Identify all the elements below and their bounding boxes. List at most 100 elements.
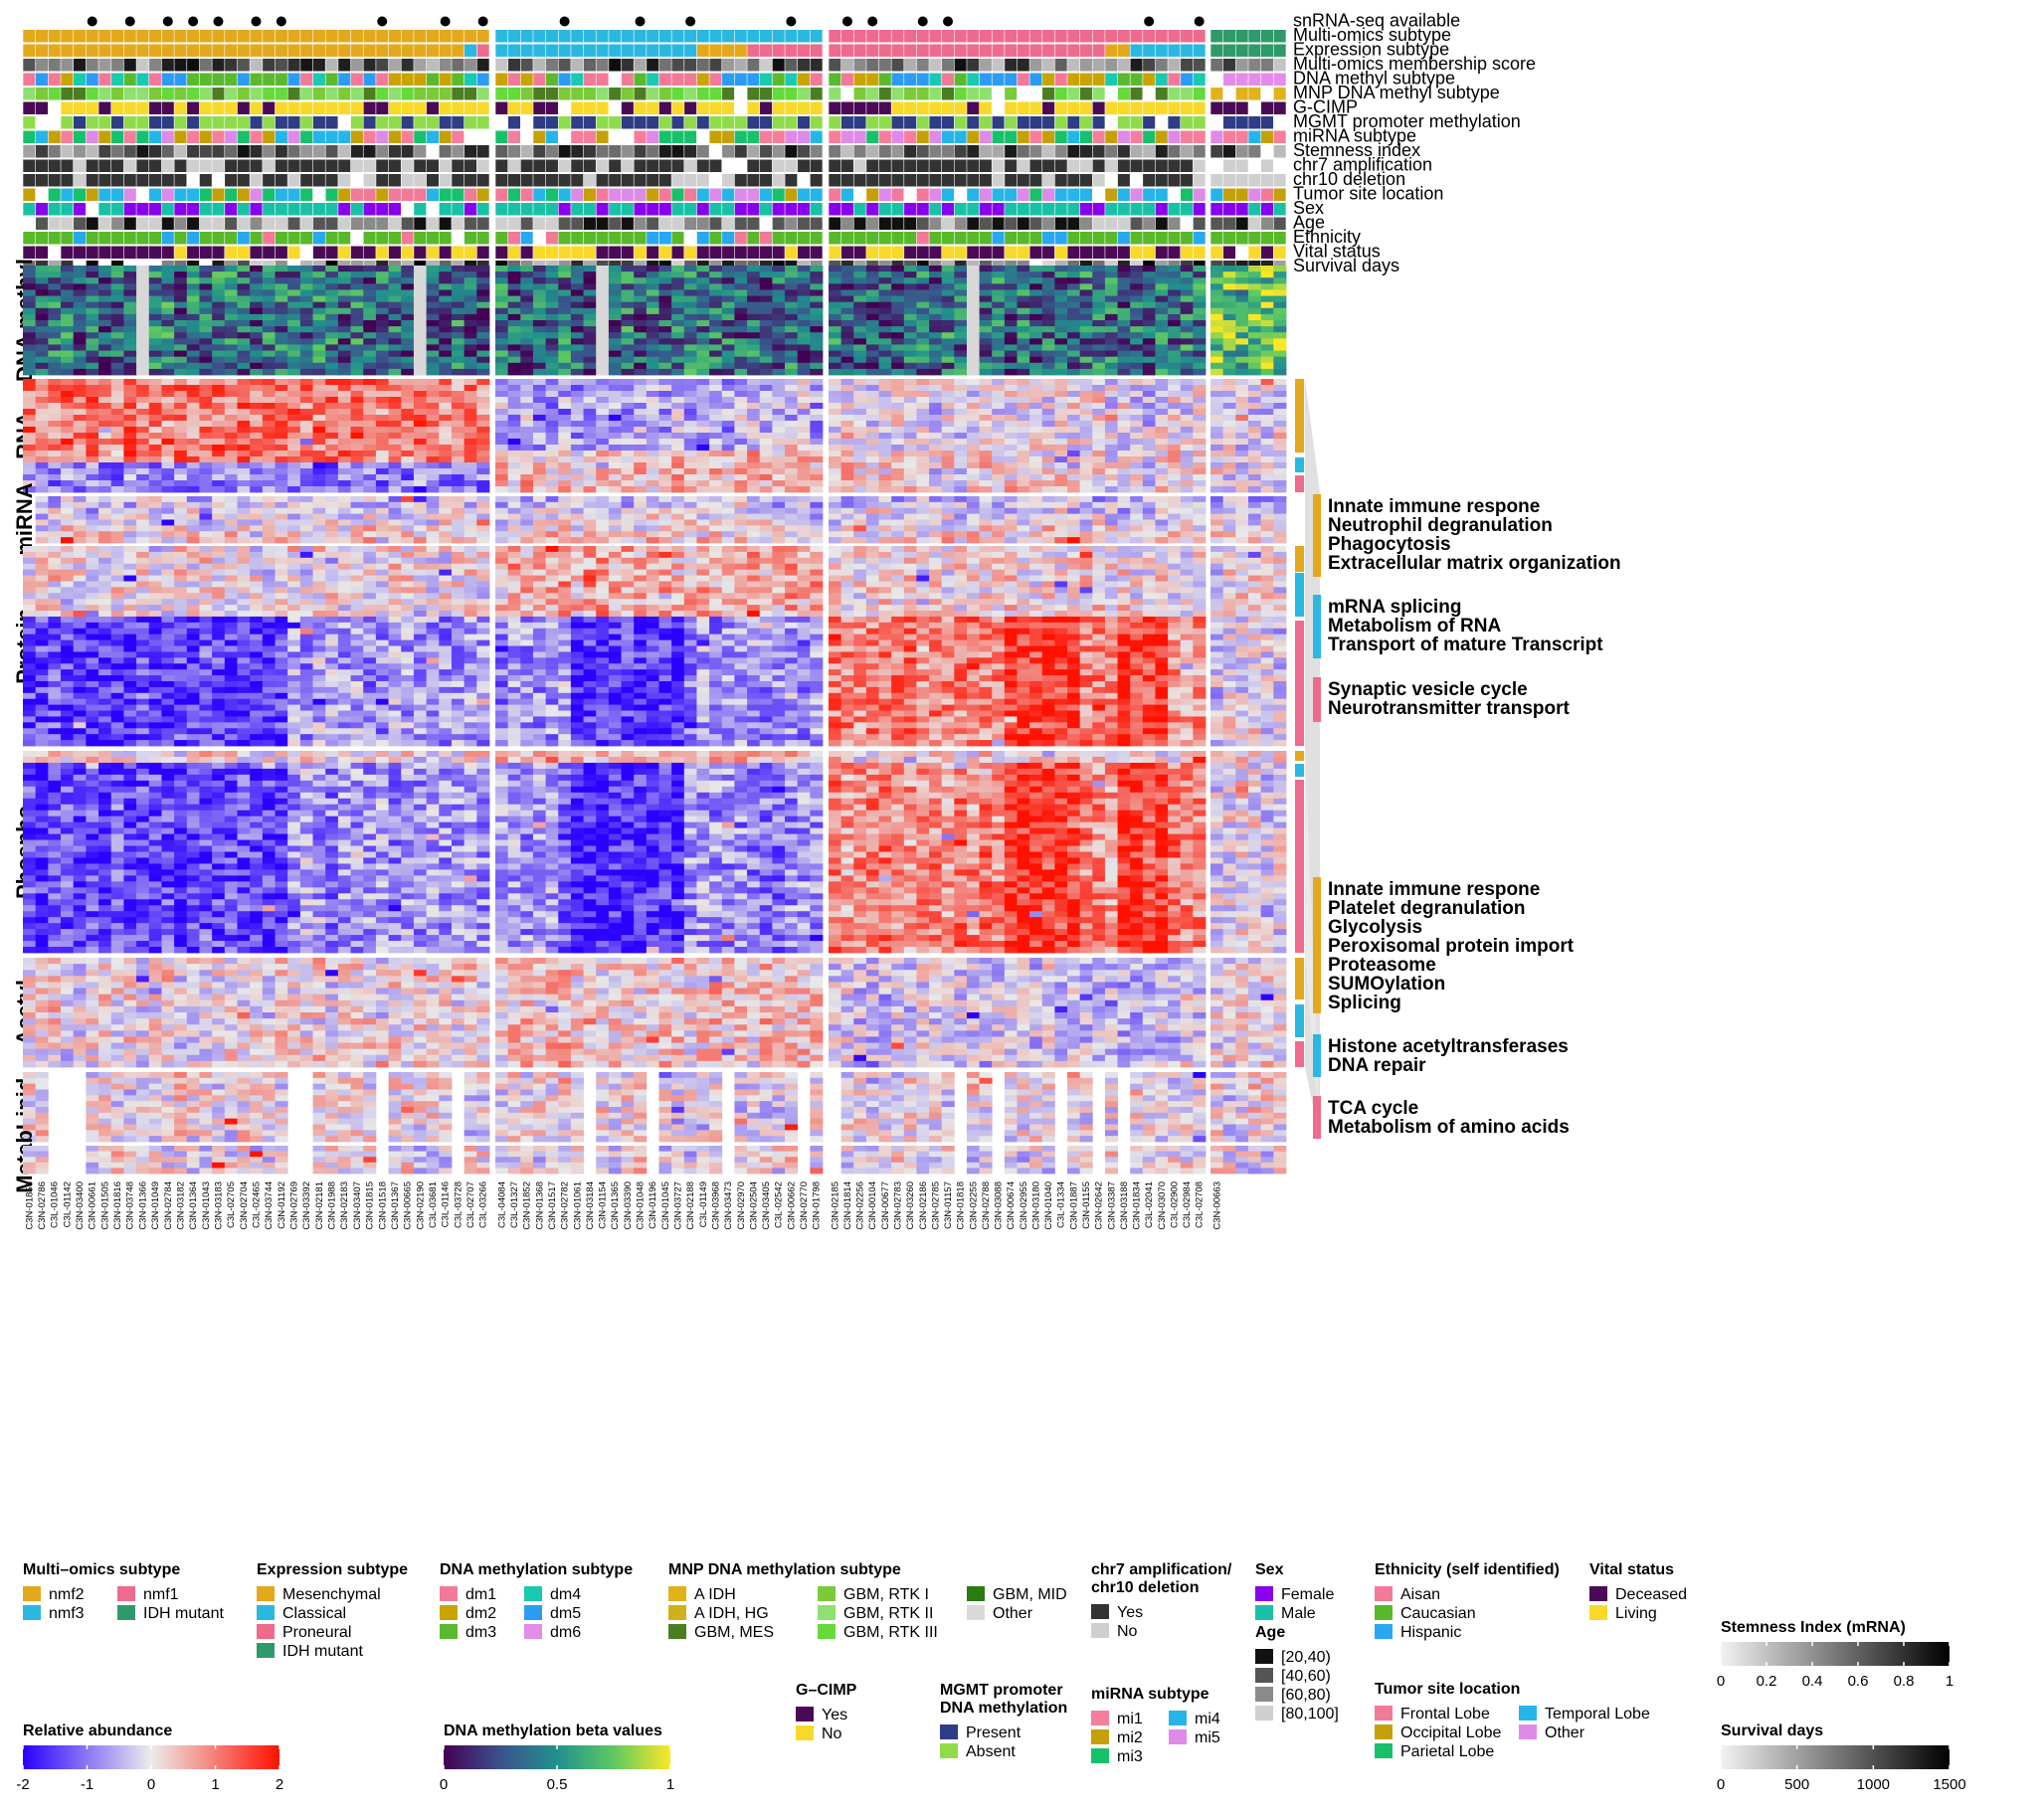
annotation-cell xyxy=(507,73,521,86)
heatmap-cell xyxy=(388,313,402,321)
annotation-cell xyxy=(1042,145,1055,158)
annotation-cell xyxy=(1092,159,1105,172)
heatmap-cell xyxy=(48,433,62,440)
annotation-cell xyxy=(123,30,136,43)
heatmap-cell xyxy=(250,266,264,272)
heatmap-cell xyxy=(388,338,402,345)
annotation-cell xyxy=(1193,116,1206,129)
annotation-cell xyxy=(61,217,74,230)
annotation-cell xyxy=(1117,232,1130,245)
annotation-cell xyxy=(722,188,735,201)
heatmap-cell xyxy=(23,289,37,296)
heatmap-cell xyxy=(992,403,1006,410)
heatmap-cell xyxy=(224,289,238,296)
heatmap-cell xyxy=(86,391,99,398)
heatmap-cell xyxy=(439,362,453,370)
heatmap-cell xyxy=(507,379,521,386)
heatmap-cell xyxy=(299,277,313,284)
heatmap-cell xyxy=(1004,409,1018,416)
heatmap-cell xyxy=(840,462,854,469)
heatmap-cell xyxy=(375,433,389,440)
heatmap-cell xyxy=(35,283,49,290)
annotation-cell xyxy=(1042,246,1055,259)
heatmap-cell xyxy=(161,427,175,434)
heatmap-cell xyxy=(1117,283,1131,290)
heatmap-cell xyxy=(1117,289,1131,296)
heatmap-cell xyxy=(1054,362,1068,370)
heatmap-cell xyxy=(495,283,509,290)
heatmap-cell xyxy=(797,368,811,376)
heatmap-cell xyxy=(954,409,968,416)
heatmap-cell xyxy=(596,289,610,296)
heatmap-cell xyxy=(1210,320,1224,327)
annotation-cell xyxy=(507,188,521,201)
heatmap-cell xyxy=(903,356,917,364)
annotation-cell xyxy=(1130,59,1143,72)
annotation-cell xyxy=(199,188,212,201)
heatmap-cell xyxy=(1130,266,1144,272)
heatmap-cell xyxy=(136,474,150,481)
heatmap-cell xyxy=(299,409,313,416)
heatmap-cell xyxy=(287,474,301,481)
heatmap-cell xyxy=(186,445,200,452)
heatmap-cell xyxy=(772,320,786,327)
annotation-cell xyxy=(439,73,452,86)
heatmap-cell xyxy=(98,486,112,493)
heatmap-cell xyxy=(426,277,440,284)
heatmap-cell xyxy=(287,326,301,333)
heatmap-cell xyxy=(136,433,150,440)
heatmap-cell xyxy=(840,397,854,404)
heatmap-cell xyxy=(520,397,534,404)
annotation-cell xyxy=(111,101,124,114)
heatmap-cell xyxy=(212,421,226,428)
heatmap-cell xyxy=(1092,368,1106,376)
heatmap-cell xyxy=(966,350,980,358)
heatmap-cell xyxy=(350,295,364,303)
annotation-cell xyxy=(658,188,671,201)
annotation-cell xyxy=(1248,232,1261,245)
heatmap-cell xyxy=(772,480,786,487)
heatmap-cell xyxy=(1180,362,1194,370)
heatmap-cell xyxy=(148,295,162,303)
heatmap-cell xyxy=(451,350,465,358)
heatmap-cell xyxy=(312,474,326,481)
annotation-cell xyxy=(621,59,634,72)
annotation-cell xyxy=(1248,246,1261,259)
heatmap-cell xyxy=(696,362,710,370)
annotation-cell xyxy=(35,203,49,216)
heatmap-cell xyxy=(696,439,710,446)
heatmap-cell xyxy=(583,379,597,386)
heatmap-cell xyxy=(721,283,735,290)
annotation-cell xyxy=(452,73,465,86)
heatmap-cell xyxy=(224,480,238,487)
annotation-cell xyxy=(1248,203,1261,216)
annotation-cell xyxy=(967,101,980,114)
heatmap-cell xyxy=(375,356,389,364)
heatmap-cell xyxy=(48,266,62,272)
annotation-cell xyxy=(187,59,200,72)
heatmap-cell xyxy=(532,283,547,290)
annotation-cell xyxy=(878,145,891,158)
annotation-cell xyxy=(558,188,571,201)
annotation-cell xyxy=(1042,73,1055,86)
heatmap-cell xyxy=(148,320,162,327)
annotation-cell xyxy=(174,130,187,143)
heatmap-cell xyxy=(1054,295,1068,303)
annotation-cell xyxy=(1155,203,1168,216)
heatmap-cell xyxy=(683,451,697,457)
heatmap-cell xyxy=(199,456,213,463)
heatmap-cell xyxy=(350,385,364,392)
heatmap-cell xyxy=(148,486,162,493)
heatmap-cell xyxy=(829,385,842,392)
heatmap-cell xyxy=(797,456,811,463)
heatmap-cell xyxy=(1222,338,1236,345)
annotation-cell xyxy=(829,203,841,216)
heatmap-cell xyxy=(941,295,955,303)
heatmap-cell xyxy=(891,344,905,351)
annotation-cell xyxy=(86,44,98,57)
heatmap-cell xyxy=(658,427,672,434)
heatmap-cell xyxy=(1029,307,1043,315)
heatmap-cell xyxy=(683,332,697,339)
heatmap-cell xyxy=(634,320,648,327)
heatmap-cell xyxy=(966,474,980,481)
